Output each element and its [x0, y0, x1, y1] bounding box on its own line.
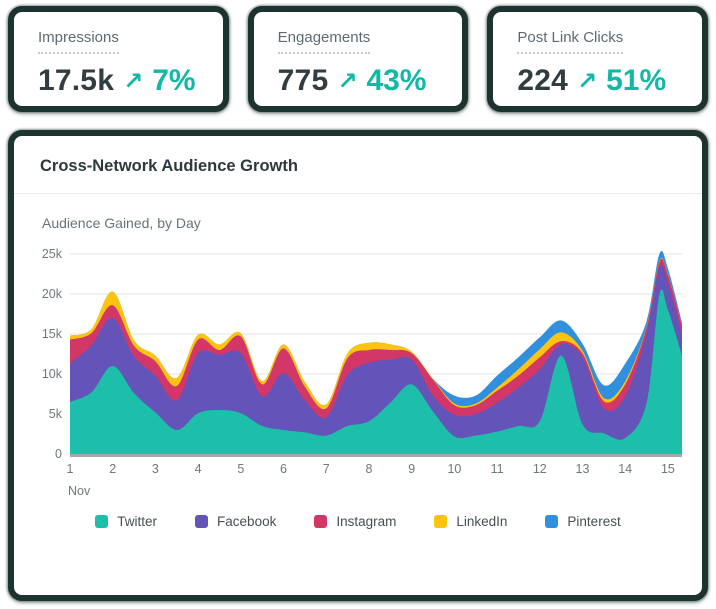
svg-text:3: 3: [152, 462, 159, 476]
twitter-swatch-icon: [95, 515, 109, 528]
svg-text:5k: 5k: [49, 407, 63, 421]
audience-growth-card: Cross-Network Audience Growth Audience G…: [8, 130, 708, 601]
trend-up-arrow-icon: ↗: [337, 67, 358, 95]
impressions-delta: 7%: [152, 64, 196, 97]
svg-text:4: 4: [195, 462, 202, 476]
svg-text:11: 11: [491, 462, 504, 476]
legend-label-twitter: Twitter: [117, 514, 158, 529]
svg-text:20k: 20k: [42, 287, 63, 301]
chart-subtitle: Audience Gained, by Day: [42, 215, 201, 231]
svg-text:13: 13: [576, 462, 590, 476]
svg-text:2: 2: [109, 462, 116, 476]
legend-item-pinterest[interactable]: Pinterest: [545, 514, 621, 529]
legend-item-linkedin[interactable]: LinkedIn: [434, 514, 507, 529]
engagements-value: 775: [277, 64, 329, 97]
impressions-value-row: 17.5k ↗ 7%: [38, 64, 199, 98]
legend-item-instagram[interactable]: Instagram: [314, 514, 396, 529]
svg-text:10: 10: [447, 462, 461, 476]
legend-item-facebook[interactable]: Facebook: [195, 514, 276, 529]
svg-text:15k: 15k: [42, 327, 63, 341]
instagram-swatch-icon: [314, 515, 328, 528]
post-link-clicks-label: Post Link Clicks: [517, 29, 624, 54]
post-link-clicks-card[interactable]: Post Link Clicks 224 ↗ 51%: [487, 6, 709, 112]
svg-text:6: 6: [280, 462, 287, 476]
engagements-card[interactable]: Engagements 775 ↗ 43%: [247, 6, 469, 112]
svg-text:0: 0: [55, 447, 62, 461]
post-link-clicks-delta: 51%: [606, 64, 667, 97]
svg-text:7: 7: [323, 462, 330, 476]
impressions-card[interactable]: Impressions 17.5k ↗ 7%: [8, 6, 229, 112]
facebook-swatch-icon: [195, 515, 209, 528]
post-link-clicks-value-row: 224 ↗ 51%: [517, 64, 678, 98]
svg-text:Nov: Nov: [68, 484, 91, 498]
chart-legend: Twitter Facebook Instagram LinkedIn Pint…: [14, 508, 702, 529]
svg-text:5: 5: [237, 462, 244, 476]
svg-text:12: 12: [533, 462, 547, 476]
engagements-label: Engagements: [277, 29, 371, 54]
pinterest-swatch-icon: [545, 515, 559, 528]
legend-label-facebook: Facebook: [217, 514, 277, 529]
post-link-clicks-value: 224: [517, 64, 568, 97]
svg-text:14: 14: [618, 462, 632, 476]
legend-item-twitter[interactable]: Twitter: [95, 514, 157, 529]
page-title: Cross-Network Audience Growth: [40, 157, 298, 175]
chart-area: 0 5k 10k 15k 20k 25k 1 2 3 4 5 6 7 8 9 10 11 12 13 14 15 Nov: [14, 243, 702, 508]
svg-text:25k: 25k: [42, 247, 63, 261]
legend-label-instagram: Instagram: [336, 514, 397, 529]
engagements-delta: 43%: [366, 64, 427, 97]
svg-text:8: 8: [366, 462, 373, 476]
trend-up-arrow-icon: ↗: [577, 67, 598, 95]
engagements-value-row: 775 ↗ 43%: [278, 64, 439, 98]
impressions-value: 17.5k: [38, 64, 115, 97]
impressions-label: Impressions: [38, 29, 119, 54]
svg-text:10k: 10k: [42, 367, 63, 381]
legend-label-pinterest: Pinterest: [567, 514, 621, 529]
svg-text:1: 1: [67, 462, 74, 476]
linkedin-swatch-icon: [434, 515, 448, 528]
header-divider: [14, 193, 702, 194]
svg-text:9: 9: [408, 462, 415, 476]
trend-up-arrow-icon: ↗: [123, 67, 144, 95]
audience-growth-header: Cross-Network Audience Growth: [14, 136, 702, 193]
stats-row: Impressions 17.5k ↗ 7% Engagements 775 ↗…: [8, 6, 709, 112]
svg-text:15: 15: [661, 462, 675, 476]
legend-label-linkedin: LinkedIn: [456, 514, 508, 529]
